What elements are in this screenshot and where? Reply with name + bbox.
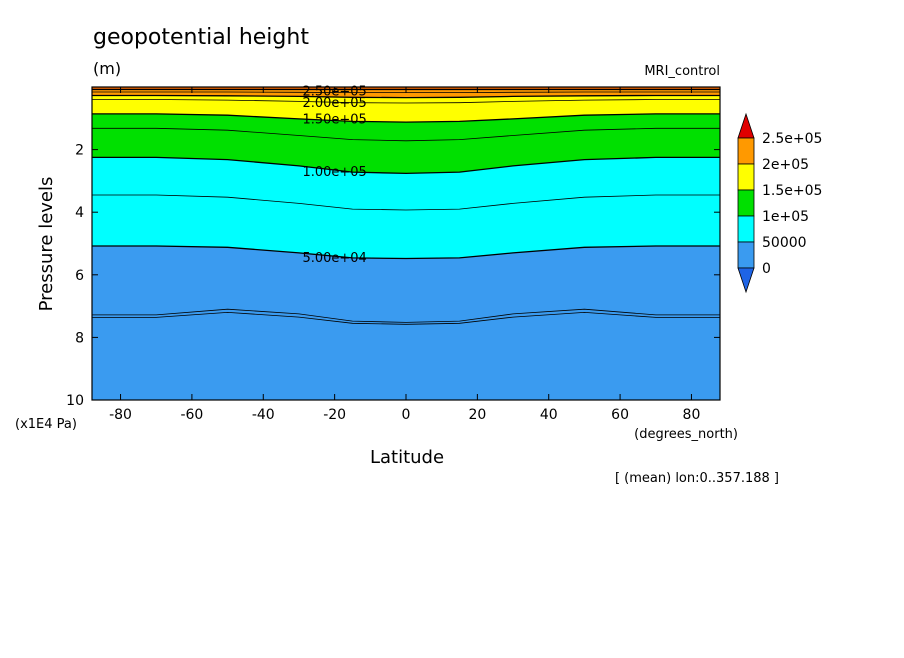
x-tick-label: 20: [468, 407, 486, 423]
contour-label: 1.50e+05: [302, 113, 366, 128]
contour-line-24000: [92, 311, 720, 325]
contour-line-200000: [92, 94, 720, 99]
x-tick-label: -40: [252, 407, 275, 423]
x-units-label: (degrees_north): [634, 427, 738, 442]
colorbar-label: 50000: [762, 235, 807, 251]
colorbar-label: 1.5e+05: [762, 183, 822, 199]
colorbar-segment: [737, 215, 755, 243]
x-tick-label: -80: [109, 407, 132, 423]
x-tick-label: 0: [402, 407, 411, 423]
plot-area: 2.50e+052.00e+051.50e+051.00e+055.00e+04: [91, 85, 721, 401]
experiment-label: MRI_control: [644, 64, 720, 79]
x-tick-label: -20: [323, 407, 346, 423]
contour-line-150000: [92, 113, 720, 123]
colorbar-under-triangle: [737, 267, 755, 294]
colorbar-segment: [737, 241, 755, 269]
y-axis: 2 4 6 8 10: [66, 143, 720, 409]
colorbar-over-triangle: [737, 112, 755, 139]
colorbar-segment: [737, 163, 755, 191]
colorbar-segment: [737, 137, 755, 165]
y-axis-label: Pressure levels: [36, 177, 57, 312]
contour-line-100000: [92, 156, 720, 175]
y-units-label: (x1E4 Pa): [15, 417, 77, 432]
y-tick-label: 2: [75, 143, 84, 159]
chart-units: (m): [93, 59, 121, 78]
colorbar: 0 50000 1e+05 1.5e+05 2e+05 2.5e+05: [737, 112, 822, 294]
chart-title: geopotential height: [93, 25, 309, 50]
y-tick-label: 8: [75, 330, 84, 346]
contour-label: 5.00e+04: [302, 251, 366, 266]
y-tick-label: 6: [75, 268, 84, 284]
colorbar-label: 0: [762, 261, 771, 277]
x-axis-label: Latitude: [370, 447, 444, 468]
x-axis: -80 -60 -40 -20 0 20 40 60 80: [109, 87, 700, 423]
x-tick-label: 40: [540, 407, 558, 423]
contour-label: 2.00e+05: [302, 96, 366, 111]
x-tick-label: 80: [683, 407, 701, 423]
contour-line-75000: [92, 194, 720, 211]
footer-note: [ (mean) lon:0..357.188 ]: [615, 471, 779, 486]
contour-line-50000: [92, 245, 720, 260]
x-tick-label: 60: [611, 407, 629, 423]
y-tick-label: 4: [75, 205, 84, 221]
y-tick-label: 10: [66, 393, 84, 409]
contour-label: 1.00e+05: [302, 165, 366, 180]
colorbar-label: 2e+05: [762, 157, 809, 173]
contour-line-125000: [92, 127, 720, 142]
x-tick-label: -60: [180, 407, 203, 423]
contour-line-25000: [92, 308, 720, 323]
contour-line-175000: [92, 99, 720, 104]
colorbar-segment: [737, 189, 755, 217]
colorbar-label: 2.5e+05: [762, 131, 822, 147]
colorbar-label: 1e+05: [762, 209, 809, 225]
